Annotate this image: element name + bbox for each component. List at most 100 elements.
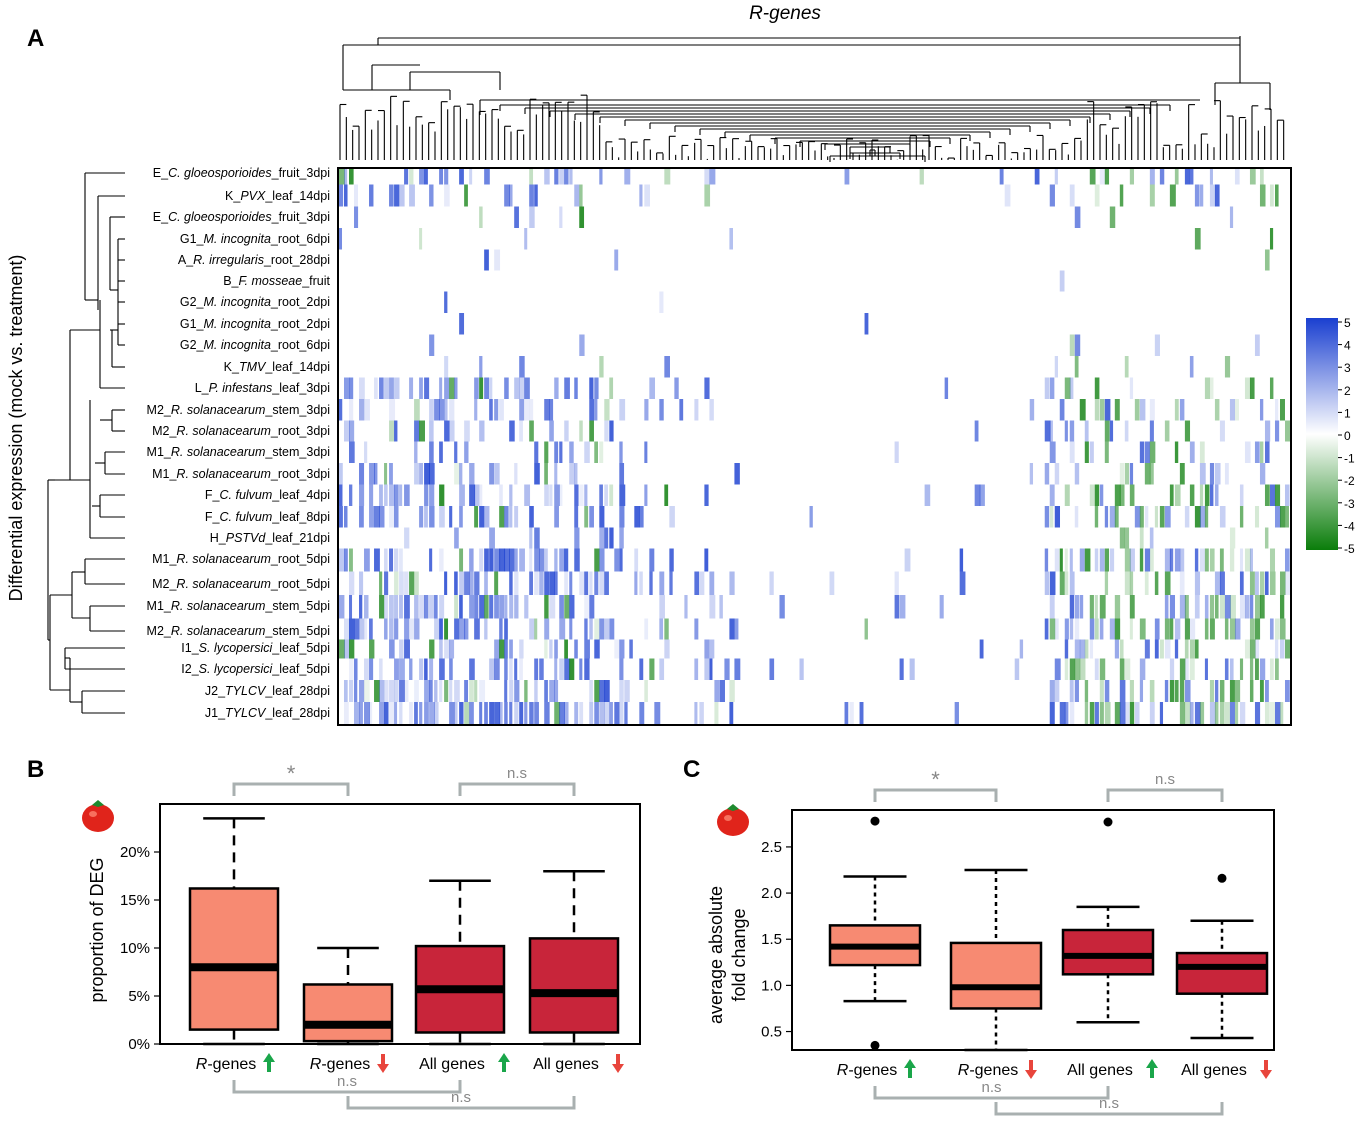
heatmap-cell [589,595,595,619]
heatmap-cell [1099,658,1106,680]
heatmap-cell [1174,441,1179,463]
heatmap-cell [944,377,949,399]
heatmap-cell [1224,618,1229,640]
heatmap-cell [1174,169,1179,185]
up-arrow-icon [1146,1059,1158,1078]
heatmap-cell [1109,548,1115,572]
heatmap-cell [504,639,508,659]
heatmap-cell [1209,548,1215,572]
heatmap-cell [439,548,444,572]
heatmap-cell [469,680,474,702]
heatmap-cell [539,571,544,595]
heatmap-cell [439,377,443,399]
heatmap-cell [1219,595,1226,619]
heatmap-cell [389,548,394,572]
heatmap-cell [619,441,623,463]
row-label: H_PSTVd_leaf_21dpi [210,531,330,545]
heatmap-cell [1269,658,1274,680]
heatmap-cell [574,377,578,399]
heatmap-cell [484,377,490,399]
heatmap-cell [394,420,398,442]
heatmap-cell [734,618,739,640]
heatmap-cell [509,702,513,724]
heatmap-cell [449,399,455,421]
heatmap-cell [564,169,569,185]
category-label: R-genes [958,1062,1018,1079]
heatmap-cell [1079,658,1086,680]
heatmap-cell [404,484,410,506]
heatmap-cell [1064,420,1068,442]
row-label: K_TMV_leaf_14dpi [224,360,330,374]
heatmap-cell [534,184,538,207]
heatmap-cell [374,680,380,702]
heatmap-cell [579,484,584,506]
heatmap-cell [344,506,348,528]
heatmap-ylabel: Differential expression (mock vs. treatm… [6,255,26,602]
heatmap-cell [364,618,368,640]
heatmap-cell [364,658,369,680]
heatmap-cell [609,702,613,724]
heatmap-cell [564,377,570,399]
heatmap-cell [349,639,355,659]
heatmap-cell [604,618,610,640]
heatmap-cell [1104,680,1110,702]
heatmap-cell [1169,680,1175,702]
heatmap-cell [414,399,420,421]
heatmap-cell [859,702,864,724]
heatmap-cell [509,484,513,506]
heatmap-cell [664,618,669,640]
heatmap-cell [1194,228,1201,250]
heatmap-cell [619,658,624,680]
heatmap-cell [1189,639,1195,659]
heatmap-cell [1209,702,1216,724]
row-label: M2_R. solanacearum_root_3dpi [152,424,330,438]
heatmap-cell [1154,618,1160,640]
heatmap-cell [1144,441,1151,463]
heatmap-cell [364,680,370,702]
heatmap-cell [599,169,603,185]
row-label: G2_M. incognita_root_2dpi [180,295,330,309]
heatmap-cell [599,680,606,702]
heatmap-cell [844,702,849,724]
heatmap-cell [1239,658,1244,680]
heatmap-cell [1069,618,1074,640]
heatmap-cell [1209,169,1213,185]
heatmap-cell [1229,702,1235,724]
heatmap-cell [1229,680,1235,702]
heatmap-cell [494,463,500,485]
heatmap-cell [549,484,553,506]
heatmap-cell [1239,702,1246,724]
heatmap-cell [389,702,395,724]
heatmap-cell [704,169,710,185]
heatmap-cell [1069,334,1075,356]
heatmap-cell [1244,441,1251,463]
heatmap-cell [1119,463,1125,485]
heatmap-cell [534,618,538,640]
heatmap-cell [724,658,730,680]
heatmap-cell [1064,658,1069,680]
row-label: M1_R. solanacearum_root_3dpi [152,467,330,481]
heatmap-cell [534,680,538,702]
heatmap-cell [404,169,409,185]
heatmap-cell [1199,441,1205,463]
heatmap-cell [344,184,348,207]
significance-bracket-top-right-label: n.s [1155,771,1175,788]
heatmap-cell [1044,506,1050,528]
heatmap-cell [1134,506,1141,528]
heatmap-cell [799,658,804,680]
heatmap-cell [444,420,450,442]
heatmap-cell [1129,702,1135,724]
heatmap-cell [579,571,585,595]
heatmap-cell [1059,571,1065,595]
heatmap-cell [479,506,485,528]
heatmap-cell [1174,548,1181,572]
heatmap-cell [444,399,448,421]
heatmap-cell [384,702,389,724]
heatmap-cell [469,484,476,506]
heatmap-cell [439,441,443,463]
heatmap-cell [374,506,380,528]
heatmap-cell [434,595,438,619]
heatmap-cell [504,702,508,724]
heatmap-cell [454,463,460,485]
